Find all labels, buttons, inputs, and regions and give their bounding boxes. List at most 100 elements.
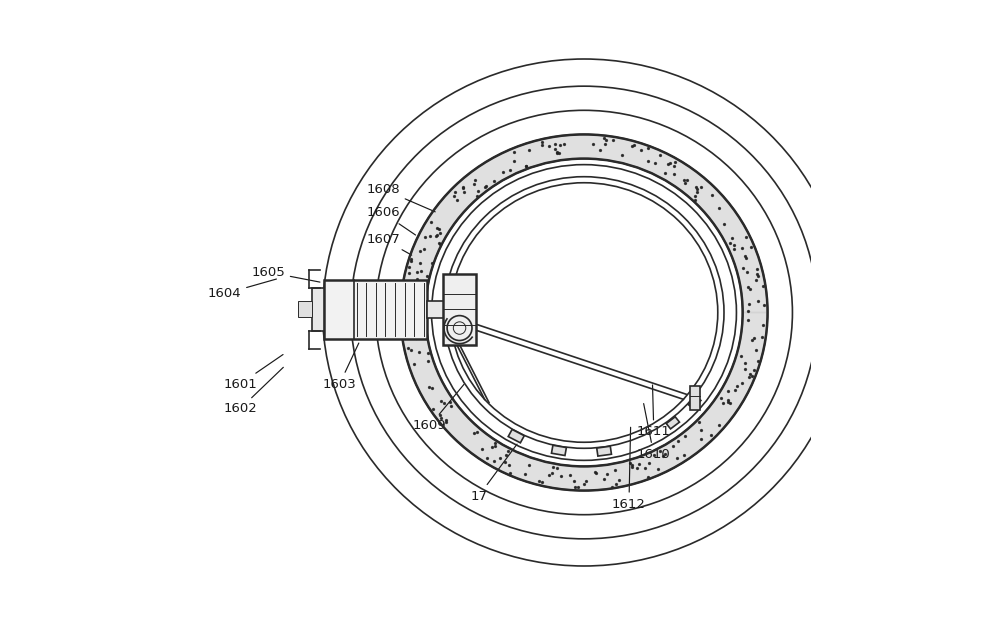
Point [506,148,522,158]
Point [716,219,732,229]
Point [720,395,736,405]
Bar [312,288,324,331]
Point [652,150,668,160]
Point [667,157,683,167]
Point [743,241,759,251]
Point [693,434,709,444]
Point [605,134,621,144]
Text: 1602: 1602 [223,368,283,416]
Point [414,332,430,342]
Point [734,242,750,252]
Point [438,418,454,428]
Point [416,244,432,254]
Point [727,385,743,395]
Point [447,187,463,197]
Point [703,430,719,440]
Point [650,464,666,474]
Point [412,246,428,256]
Point [420,348,436,358]
Point [449,195,465,205]
Point [669,453,685,463]
Point [734,378,750,388]
Point [551,148,567,158]
Point [415,298,431,308]
Polygon shape [551,445,566,456]
Polygon shape [508,429,524,443]
Point [598,135,614,145]
Text: 1603: 1603 [323,343,359,391]
Point [416,280,432,290]
Point [742,369,758,379]
Point [502,468,518,478]
Point [549,147,565,157]
Point [409,274,425,284]
Point [429,229,445,239]
Point [662,158,678,168]
Point [687,195,703,205]
Point [637,462,653,472]
Point [652,446,668,456]
Point [401,262,417,272]
Point [556,139,572,149]
Point [578,476,594,486]
Point [410,284,426,294]
Point [622,458,638,468]
Point [704,191,720,201]
Point [400,343,416,353]
Point [544,468,560,478]
Point [545,462,561,472]
Point [547,144,563,154]
Point [711,203,727,213]
Point [737,364,753,374]
Point [756,299,772,309]
Point [693,182,709,192]
Point [646,450,662,460]
Point [502,164,518,174]
Point [487,441,503,451]
Point [562,470,578,480]
Point [429,223,445,233]
Point [401,268,417,278]
Point [549,463,565,473]
Point [608,479,624,489]
Point [409,267,425,277]
Point [746,366,762,376]
Point [518,161,534,171]
Point [487,439,503,449]
Point [722,398,738,408]
Text: 1604: 1604 [208,279,276,301]
Point [624,141,640,151]
Point [570,482,586,492]
Point [670,436,686,446]
Point [547,139,563,149]
Point [549,148,565,158]
Point [647,158,663,168]
Point [406,309,422,319]
Point [720,398,736,408]
Text: 1601: 1601 [223,354,283,391]
Point [657,449,673,459]
Point [517,469,533,479]
Point [521,144,537,154]
Point [624,459,640,469]
Point [640,471,656,481]
Point [443,401,459,411]
Polygon shape [597,446,611,456]
Point [729,381,745,391]
Point [455,183,471,193]
Point [477,182,493,192]
Point [414,294,430,304]
Point [406,359,422,369]
Point [754,331,770,341]
Point [585,139,601,149]
Point [660,159,676,169]
Point [425,404,441,414]
Bar [690,386,700,410]
Polygon shape [666,417,679,429]
Point [748,345,764,355]
Polygon shape [688,396,701,409]
Text: 1610: 1610 [637,404,671,461]
Point [679,175,695,185]
Point [711,420,727,430]
Point [677,178,693,188]
